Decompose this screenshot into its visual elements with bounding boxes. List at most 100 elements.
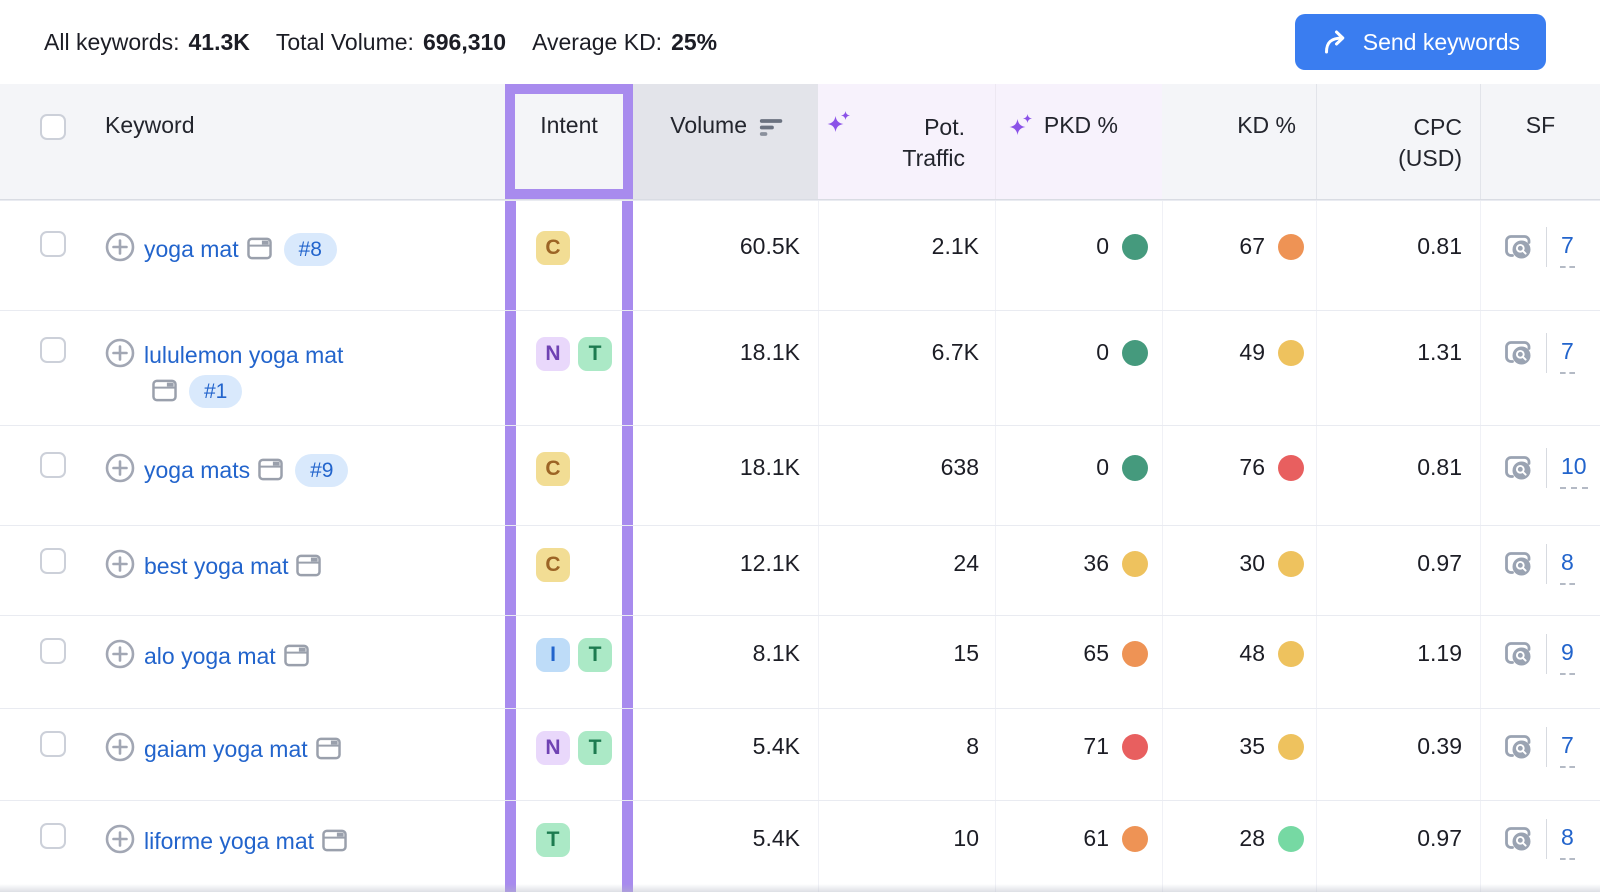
serp-preview-icon[interactable] — [1503, 339, 1533, 367]
cpc-value: 0.97 — [1316, 526, 1480, 615]
serp-preview-icon[interactable] — [1503, 640, 1533, 668]
all-keywords-stat: All keywords: 41.3K — [44, 29, 250, 56]
add-keyword-icon[interactable] — [105, 732, 135, 762]
sf-count-link[interactable]: 7 — [1560, 337, 1575, 374]
serp-card-icon[interactable] — [322, 829, 347, 852]
intent-header-label: Intent — [540, 112, 598, 138]
serp-card-icon[interactable] — [284, 644, 309, 667]
sf-cell: 7 — [1480, 201, 1600, 310]
serp-preview-icon[interactable] — [1503, 825, 1533, 853]
pot-traffic-header[interactable]: Pot. Traffic — [818, 84, 995, 199]
keyword-stats: All keywords: 41.3K Total Volume: 696,31… — [44, 29, 717, 56]
row-checkbox-cell — [0, 526, 95, 615]
average-kd-value: 25% — [671, 28, 718, 55]
serp-card-icon[interactable] — [247, 237, 272, 260]
pot-traffic-value: 24 — [818, 526, 995, 615]
intent-cell: T — [505, 801, 633, 892]
row-checkbox[interactable] — [40, 231, 66, 257]
kd-cell: 30 — [1162, 526, 1316, 615]
difficulty-dot — [1278, 340, 1304, 366]
row-checkbox[interactable] — [40, 548, 66, 574]
pkd-header[interactable]: PKD % — [995, 84, 1162, 199]
keyword-link[interactable]: yoga mat — [144, 236, 239, 262]
sf-cell: 7 — [1480, 311, 1600, 425]
intent-cell: C — [505, 526, 633, 615]
cpc-value: 1.19 — [1316, 616, 1480, 708]
keyword-link[interactable]: liforme yoga mat — [144, 828, 315, 854]
all-keywords-value: 41.3K — [188, 28, 250, 55]
ai-sparkles-icon — [1008, 113, 1034, 139]
row-checkbox[interactable] — [40, 731, 66, 757]
intent-badge: T — [578, 337, 612, 371]
serp-card-icon[interactable] — [316, 737, 341, 760]
difficulty-dot — [1122, 234, 1148, 260]
kd-cell: 67 — [1162, 201, 1316, 310]
summary-bar: All keywords: 41.3K Total Volume: 696,31… — [0, 0, 1600, 84]
difficulty-dot — [1278, 234, 1304, 260]
volume-header[interactable]: Volume — [633, 84, 818, 199]
serp-preview-icon[interactable] — [1503, 233, 1533, 261]
add-keyword-icon[interactable] — [105, 232, 135, 262]
volume-header-label: Volume — [670, 112, 747, 138]
sf-count-link[interactable]: 10 — [1560, 452, 1588, 489]
sf-cell: 9 — [1480, 616, 1600, 708]
volume-value: 18.1K — [739, 339, 800, 365]
keyword-text-wrap: gaiam yoga mat — [144, 731, 351, 767]
serp-preview-icon[interactable] — [1503, 454, 1533, 482]
divider — [1546, 227, 1547, 267]
intent-cell: N T — [505, 311, 633, 425]
keyword-header-label: Keyword — [105, 112, 195, 138]
row-checkbox[interactable] — [40, 452, 66, 478]
volume-value: 5.4K — [752, 825, 800, 851]
serp-card-icon[interactable] — [258, 458, 283, 481]
keyword-cell: yoga mats #9 — [95, 426, 505, 525]
cpc-header[interactable]: CPC (USD) — [1316, 84, 1480, 199]
keyword-header: Keyword — [95, 84, 505, 199]
table-row: liforme yoga mat T 5.4K 10 61 28 0.97 8 — [0, 800, 1600, 892]
send-keywords-button[interactable]: Send keywords — [1294, 14, 1546, 70]
divider — [1546, 727, 1547, 767]
difficulty-dot — [1122, 826, 1148, 852]
position-badge[interactable]: #9 — [295, 454, 349, 487]
divider — [1546, 819, 1547, 859]
sf-count-link[interactable]: 8 — [1560, 548, 1575, 585]
table-row: yoga mats #9 C 18.1K 638 0 76 0.81 10 — [0, 425, 1600, 525]
add-keyword-icon[interactable] — [105, 338, 135, 368]
position-badge[interactable]: #1 — [189, 375, 243, 408]
select-all-checkbox[interactable] — [40, 114, 66, 140]
serp-card-icon[interactable] — [152, 379, 177, 402]
row-checkbox[interactable] — [40, 823, 66, 849]
position-badge[interactable]: #8 — [283, 233, 337, 266]
intent-badge: T — [578, 731, 612, 765]
table-row: best yoga mat C 12.1K 24 36 30 0.97 8 — [0, 525, 1600, 615]
row-checkbox[interactable] — [40, 337, 66, 363]
intent-badge: C — [536, 231, 570, 265]
divider — [1546, 333, 1547, 373]
row-checkbox-cell — [0, 311, 95, 425]
sf-count-link[interactable]: 7 — [1560, 231, 1575, 268]
add-keyword-icon[interactable] — [105, 639, 135, 669]
keyword-link[interactable]: alo yoga mat — [144, 643, 276, 669]
volume-value: 18.1K — [739, 454, 800, 480]
keyword-link[interactable]: best yoga mat — [144, 553, 289, 579]
keyword-link[interactable]: yoga mats — [144, 457, 251, 483]
keyword-link[interactable]: lululemon yoga mat — [144, 342, 344, 368]
difficulty-dot — [1278, 641, 1304, 667]
pkd-cell: 65 — [995, 616, 1162, 708]
row-checkbox[interactable] — [40, 638, 66, 664]
add-keyword-icon[interactable] — [105, 824, 135, 854]
add-keyword-icon[interactable] — [105, 549, 135, 579]
add-keyword-icon[interactable] — [105, 453, 135, 483]
kd-header-label: KD % — [1237, 112, 1296, 138]
pot-traffic-value: 638 — [818, 426, 995, 525]
serp-preview-icon[interactable] — [1503, 733, 1533, 761]
kd-header[interactable]: KD % — [1162, 84, 1316, 199]
serp-preview-icon[interactable] — [1503, 550, 1533, 578]
sf-count-link[interactable]: 7 — [1560, 731, 1575, 768]
keyword-link[interactable]: gaiam yoga mat — [144, 736, 308, 762]
serp-card-icon[interactable] — [296, 554, 321, 577]
sf-count-link[interactable]: 9 — [1560, 638, 1575, 675]
sf-count-link[interactable]: 8 — [1560, 823, 1575, 860]
kd-value: 49 — [1239, 339, 1265, 365]
pot-traffic-value: 10 — [818, 801, 995, 892]
